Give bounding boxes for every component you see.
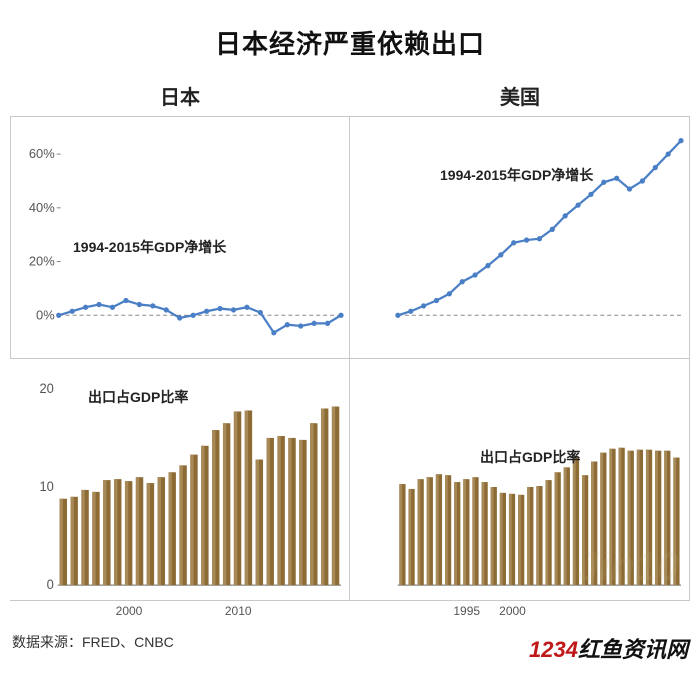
- watermark-number: 1234: [529, 637, 578, 662]
- us-line-label: 1994-2015年GDP净增长: [440, 165, 593, 185]
- us-xtick-2000: 2000: [499, 604, 526, 618]
- japan-xtick-2010: 2010: [225, 604, 252, 618]
- watermark-text: 红鱼资讯网: [578, 637, 688, 662]
- svg-text:20%: 20%: [29, 253, 55, 268]
- svg-text:0%: 0%: [36, 307, 55, 322]
- col-title-japan: 日本: [10, 81, 350, 116]
- svg-text:40%: 40%: [29, 200, 55, 215]
- col-title-us: 美国: [350, 81, 690, 116]
- svg-text:60%: 60%: [29, 146, 55, 161]
- svg-text:0: 0: [47, 577, 54, 592]
- source-text: 数据来源：FRED、CNBC: [12, 632, 174, 652]
- footer-watermark: 1234红鱼资讯网: [529, 632, 688, 664]
- japan-line-label: 1994-2015年GDP净增长: [73, 237, 226, 257]
- page-title: 日本经济严重依赖出口: [0, 0, 700, 61]
- chart-grid: 日本 美国 0% 20% 40% 60% 1994-2015年GDP净增长 1994-…: [10, 81, 690, 601]
- us-xtick-1995: 1995: [453, 604, 480, 618]
- svg-text:20: 20: [39, 380, 53, 395]
- us-gdp-line-panel: 1994-2015年GDP净增长: [350, 116, 690, 359]
- japan-gdp-line-panel: 0% 20% 40% 60% 1994-2015年GDP净增长: [10, 116, 350, 359]
- us-exports-bar-panel: 出口占GDP比率 1995 2000 Jin10: [350, 359, 690, 602]
- japan-bar-label: 出口占GDP比率: [88, 387, 188, 407]
- japan-exports-bar-panel: 01020 出口占GDP比率 2000 2010: [10, 359, 350, 602]
- japan-xtick-2000: 2000: [116, 604, 143, 618]
- svg-text:10: 10: [39, 478, 53, 493]
- us-bar-label: 出口占GDP比率: [480, 447, 580, 467]
